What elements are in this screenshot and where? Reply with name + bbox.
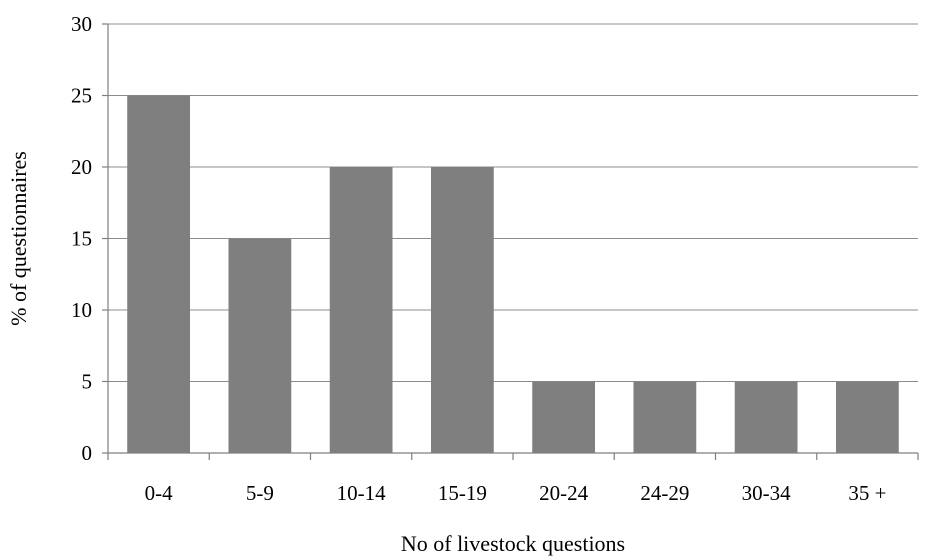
y-tick-labels: 0 5 10 15 20 25 30 xyxy=(71,12,92,465)
x-tick-label: 0-4 xyxy=(145,481,173,505)
y-tick-label: 25 xyxy=(71,84,92,108)
x-tick-label: 5-9 xyxy=(246,481,274,505)
axes xyxy=(102,23,919,460)
y-tick-label: 10 xyxy=(71,298,92,322)
bar-20-24 xyxy=(532,381,596,453)
bars xyxy=(127,95,899,453)
x-tick-label: 15-19 xyxy=(438,481,487,505)
bar-0-4 xyxy=(127,95,191,453)
bar-35+ xyxy=(835,381,899,453)
y-tick-label: 15 xyxy=(71,227,92,251)
x-tick-label: 24-29 xyxy=(640,481,689,505)
y-tick-label: 0 xyxy=(82,441,93,465)
y-tick-label: 5 xyxy=(82,370,93,394)
bar-5-9 xyxy=(228,238,292,453)
x-tick-label: 20-24 xyxy=(539,481,588,505)
x-tick-label: 30-34 xyxy=(742,481,791,505)
bar-24-29 xyxy=(633,381,697,453)
x-tick-label: 10-14 xyxy=(337,481,386,505)
bar-30-34 xyxy=(734,381,798,453)
bar-15-19 xyxy=(430,167,494,453)
x-tick-labels: 0-4 5-9 10-14 15-19 20-24 24-29 30-34 35 + xyxy=(145,481,887,505)
y-axis-title: % of questionnaires xyxy=(6,151,31,326)
y-tick-label: 30 xyxy=(71,12,92,36)
bar-10-14 xyxy=(329,167,393,453)
x-axis-title: No of livestock questions xyxy=(401,531,625,556)
y-tick-label: 20 xyxy=(71,155,92,179)
x-tick-label: 35 + xyxy=(848,481,886,505)
